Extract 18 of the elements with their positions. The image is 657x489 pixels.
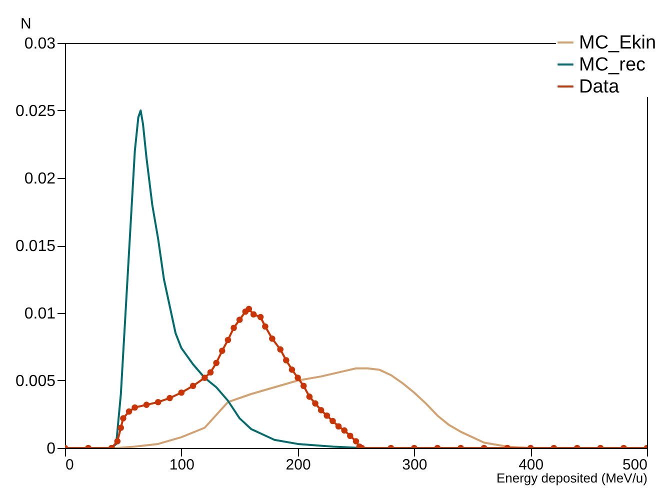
y-tick-label: 0.03 [24,36,56,52]
y-tick-label: 0.01 [24,306,56,322]
y-axis-title: N [20,16,32,32]
y-tick-label: 0.015 [15,238,56,255]
x-tick-label: 400 [518,456,544,474]
legend-label: Data [579,76,620,98]
x-tick-label: 100 [169,456,194,474]
x-tick-label: 0 [66,456,74,474]
x-axis-title: Energy deposited (MeV/u) [496,470,648,486]
legend-label: MC_rec [579,54,646,76]
x-tick-label: 200 [286,456,311,474]
y-tick-label: 0 [46,440,56,458]
legend-label: MC_Ekin [579,32,656,54]
y-tick-label: 0.005 [15,373,56,390]
x-tick-label: 500 [622,456,648,474]
y-tick-label: 0.025 [15,103,56,120]
x-tick-label: 300 [402,456,428,474]
y-tick-label: 0.02 [24,170,56,188]
